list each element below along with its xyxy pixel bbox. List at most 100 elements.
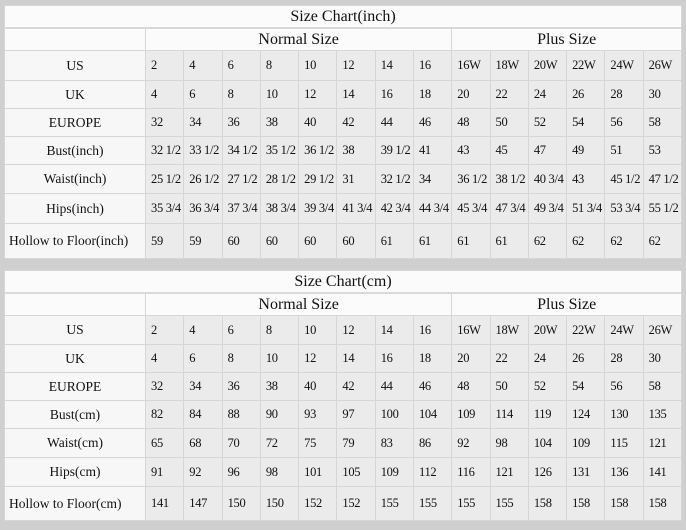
table-cell: 55 1/2 bbox=[642, 193, 683, 224]
table-cell: 53 3/4 bbox=[604, 193, 644, 224]
table-cell: 16 bbox=[374, 344, 414, 373]
table-cell: 92 bbox=[451, 428, 491, 458]
table-row: US 2 4 6 8 10 12 14 16 16W 18W 20W 22W 24W 26W bbox=[4, 50, 683, 81]
table-cell: 155 bbox=[489, 486, 529, 521]
table-cell: 36 1/2 bbox=[298, 136, 338, 165]
table-cell: 114 bbox=[489, 400, 529, 429]
table-cell: 47 1/2 bbox=[642, 164, 683, 194]
row-label: EUROPE bbox=[4, 108, 146, 137]
table-cell: 52 bbox=[527, 372, 568, 401]
table-cell: 26 1/2 bbox=[183, 164, 223, 194]
size-chart-inch: Size Chart(inch) Normal Size Plus Size US 2 4… bbox=[4, 5, 683, 259]
table-cell: 79 bbox=[336, 428, 376, 458]
table-cell: 16 bbox=[374, 80, 414, 109]
table-cell: 26 bbox=[566, 344, 606, 373]
table-cell: 37 3/4 bbox=[221, 193, 261, 224]
row-label: Hips(cm) bbox=[4, 457, 146, 487]
table-cell: 24W bbox=[604, 315, 644, 345]
table-cell: 32 1/2 bbox=[374, 164, 414, 194]
table-cell: 27 1/2 bbox=[221, 164, 261, 194]
table-cell: 40 3/4 bbox=[527, 164, 568, 194]
table-cell: 52 bbox=[527, 108, 568, 137]
table-cell: 43 bbox=[451, 136, 491, 165]
table-cell: 14 bbox=[374, 315, 414, 345]
table-cell: 101 bbox=[298, 457, 338, 487]
table-cell: 48 bbox=[451, 372, 491, 401]
table-cell: 36 3/4 bbox=[183, 193, 223, 224]
table-cell: 126 bbox=[527, 457, 568, 487]
row-label: US bbox=[4, 315, 146, 345]
table-cell: 38 3/4 bbox=[259, 193, 300, 224]
table-cell: 50 bbox=[489, 372, 529, 401]
table-cell: 116 bbox=[451, 457, 491, 487]
table-cell: 97 bbox=[336, 400, 376, 429]
table-cell: 109 bbox=[566, 428, 606, 458]
group-header: Normal Size bbox=[144, 292, 453, 316]
table-cell: 60 bbox=[298, 223, 338, 259]
table-cell: 59 bbox=[144, 223, 185, 259]
table-cell: 18 bbox=[412, 80, 453, 109]
row-label: Hollow to Floor(cm) bbox=[4, 486, 146, 521]
table-cell: 141 bbox=[642, 457, 683, 487]
table-row: Waist(cm) 65 68 70 72 75 79 83 86 92 98 104 109 115 12… bbox=[4, 428, 683, 458]
table-cell: 10 bbox=[259, 80, 300, 109]
table-cell: 104 bbox=[527, 428, 568, 458]
table-cell: 88 bbox=[221, 400, 261, 429]
table-cell: 16 bbox=[412, 315, 453, 345]
table-cell: 24 bbox=[527, 344, 568, 373]
table-cell: 45 1/2 bbox=[604, 164, 644, 194]
table-cell: 40 bbox=[298, 372, 338, 401]
group-header: Normal Size bbox=[144, 27, 453, 51]
row-label: UK bbox=[4, 344, 146, 373]
table-cell: 84 bbox=[183, 400, 223, 429]
table-cell: 18W bbox=[489, 50, 529, 81]
table-cell: 45 bbox=[489, 136, 529, 165]
table-cell: 44 3/4 bbox=[412, 193, 453, 224]
table-cell: 12 bbox=[298, 80, 338, 109]
table-row: Hollow to Floor(inch) 59 59 60 60 60 60 61 61 61 6… bbox=[4, 223, 683, 259]
table-cell: 61 bbox=[374, 223, 414, 259]
table-cell: 152 bbox=[336, 486, 376, 521]
table-cell: 155 bbox=[412, 486, 453, 521]
table-cell: 44 bbox=[374, 108, 414, 137]
table-cell: 12 bbox=[336, 315, 376, 345]
table-cell: 43 bbox=[566, 164, 606, 194]
table-cell: 34 1/2 bbox=[221, 136, 261, 165]
row-label: Waist(cm) bbox=[4, 428, 146, 458]
table-cell: 48 bbox=[451, 108, 491, 137]
table-cell: 75 bbox=[298, 428, 338, 458]
table-row: Hips(inch) 35 3/4 36 3/4 37 3/4 38 3/4 39 3/4… bbox=[4, 193, 683, 224]
table-cell: 28 1/2 bbox=[259, 164, 300, 194]
table-cell: 150 bbox=[259, 486, 300, 521]
table-cell: 59 bbox=[183, 223, 223, 259]
group-header: Plus Size bbox=[451, 27, 682, 51]
table-cell: 82 bbox=[144, 400, 185, 429]
table-cell: 155 bbox=[451, 486, 491, 521]
table-cell: 98 bbox=[489, 428, 529, 458]
table-cell: 41 bbox=[412, 136, 453, 165]
table-cell: 2 bbox=[144, 50, 185, 81]
table-cell: 130 bbox=[604, 400, 644, 429]
chart-title: Size Chart(inch) bbox=[4, 5, 682, 29]
row-label: EUROPE bbox=[4, 372, 146, 401]
table-cell: 62 bbox=[527, 223, 568, 259]
table-cell: 109 bbox=[374, 457, 414, 487]
table-cell: 86 bbox=[412, 428, 453, 458]
row-label: UK bbox=[4, 80, 146, 109]
table-cell: 22W bbox=[566, 50, 606, 81]
table-cell: 60 bbox=[221, 223, 261, 259]
table-cell: 6 bbox=[183, 344, 223, 373]
table-cell: 32 bbox=[144, 372, 185, 401]
table-cell: 8 bbox=[259, 315, 300, 345]
table-cell: 39 1/2 bbox=[374, 136, 414, 165]
table-cell: 51 bbox=[604, 136, 644, 165]
table-cell: 38 bbox=[259, 108, 300, 137]
table-cell: 155 bbox=[374, 486, 414, 521]
table-cell: 6 bbox=[221, 50, 261, 81]
table-cell: 4 bbox=[144, 344, 185, 373]
table-cell: 16W bbox=[451, 315, 491, 345]
table-cell: 22 bbox=[489, 80, 529, 109]
table-cell: 92 bbox=[183, 457, 223, 487]
size-chart-cm: Size Chart(cm) Normal Size Plus Size US 2 4 6 8… bbox=[4, 270, 683, 521]
table-cell: 24 bbox=[527, 80, 568, 109]
